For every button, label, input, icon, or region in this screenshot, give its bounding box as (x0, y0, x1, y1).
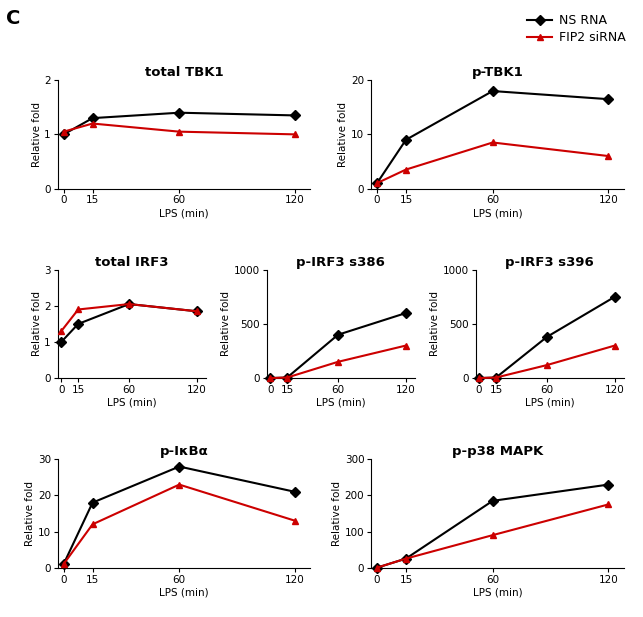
Y-axis label: Relative fold: Relative fold (332, 481, 342, 546)
Title: p-p38 MAPK: p-p38 MAPK (452, 445, 543, 458)
Legend: NS RNA, FIP2 siRNA: NS RNA, FIP2 siRNA (522, 9, 630, 49)
X-axis label: LPS (min): LPS (min) (159, 209, 209, 218)
X-axis label: LPS (min): LPS (min) (473, 209, 522, 218)
Y-axis label: Relative fold: Relative fold (32, 102, 42, 167)
Title: total IRF3: total IRF3 (95, 255, 168, 268)
Title: p-IRF3 s396: p-IRF3 s396 (505, 255, 594, 268)
X-axis label: LPS (min): LPS (min) (525, 398, 575, 408)
Y-axis label: Relative fold: Relative fold (25, 481, 35, 546)
X-axis label: LPS (min): LPS (min) (159, 587, 209, 597)
Y-axis label: Relative fold: Relative fold (430, 291, 440, 357)
X-axis label: LPS (min): LPS (min) (316, 398, 366, 408)
Y-axis label: Relative fold: Relative fold (221, 291, 231, 357)
Title: total TBK1: total TBK1 (145, 66, 223, 79)
X-axis label: LPS (min): LPS (min) (473, 587, 522, 597)
Text: C: C (6, 9, 21, 28)
Title: p-TBK1: p-TBK1 (471, 66, 523, 79)
Y-axis label: Relative fold: Relative fold (32, 291, 42, 357)
Title: p-IRF3 s386: p-IRF3 s386 (296, 255, 385, 268)
X-axis label: LPS (min): LPS (min) (107, 398, 157, 408)
Y-axis label: Relative fold: Relative fold (338, 102, 349, 167)
Title: p-IκBα: p-IκBα (159, 445, 208, 458)
